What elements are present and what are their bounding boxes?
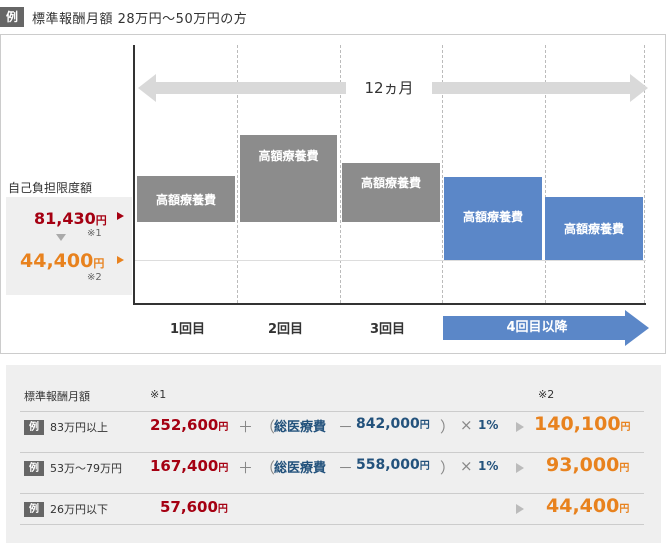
note2-column-header: ※2 (538, 388, 555, 401)
paren-close: ） (440, 418, 456, 436)
limit-guide-line (135, 260, 646, 261)
example-badge: 例 (24, 420, 44, 435)
paren-open: （ (260, 459, 276, 477)
total-cost-label: 総医療費 (274, 420, 327, 435)
bar-month-2: 高額療養費 (240, 135, 337, 222)
limit-4th-amount: 140,100円 (534, 413, 631, 435)
x-label-2: 2回目 (268, 322, 304, 337)
later-months-arrow-icon (443, 310, 649, 346)
section-title: 標準報酬月額 28万円～50万円の方 (32, 11, 248, 27)
paren-open: （ (260, 418, 276, 436)
minus-sign: － (338, 459, 354, 477)
formula-table (6, 365, 661, 543)
limit-4th-amount: 44,400円 (546, 495, 630, 517)
period-label: 12ヵ月 (346, 74, 432, 102)
section-header: 例 標準報酬月額 28万円～50万円の方 (0, 5, 247, 29)
table-row: 例 26万円以下 57,600円 44,400円 (20, 493, 644, 525)
grid-divider (545, 45, 546, 303)
grid-divider (237, 45, 238, 303)
x-label-3: 3回目 (370, 322, 406, 337)
threshold-amount: 842,000円 (356, 416, 430, 432)
x-axis (133, 303, 646, 305)
limit-high-pointer-icon (117, 212, 124, 220)
rate: 1% (478, 418, 499, 432)
bar-month-4: 高額療養費 (444, 177, 542, 260)
grid-divider (340, 45, 341, 303)
bar-month-5: 高額療養費 (545, 197, 643, 260)
bar-month-1: 高額療養費 (137, 176, 235, 222)
table-row: 例 53万～79万円 167,400円 ＋ （ 総医療費 － 558,000円 … (20, 452, 644, 483)
note1-column-header: ※1 (150, 388, 167, 401)
base-amount: 167,400円 (150, 457, 229, 475)
limit-low-note: ※2 (87, 272, 102, 283)
bar-month-3: 高額療養費 (342, 163, 440, 222)
limit-4th-amount: 93,000円 (546, 454, 630, 476)
rate: 1% (478, 459, 499, 473)
arrow-icon (516, 463, 524, 473)
grid-divider (644, 45, 645, 303)
limit-low-value: 44,400円 (20, 250, 105, 272)
threshold-amount: 558,000円 (356, 457, 430, 473)
example-badge: 例 (24, 461, 44, 476)
total-cost-label: 総医療費 (274, 461, 327, 476)
plus-sign: ＋ (238, 418, 254, 436)
income-column-header: 標準報酬月額 (24, 390, 90, 403)
limit-high-value: 81,430円 (34, 209, 107, 228)
grid-divider (442, 45, 443, 303)
example-badge: 例 (0, 7, 24, 27)
example-badge: 例 (24, 502, 44, 517)
times-sign: × (460, 416, 473, 434)
x-label-4: 4回目以降 (506, 320, 568, 335)
x-label-1: 1回目 (170, 322, 206, 337)
income-bracket: 53万～79万円 (50, 462, 122, 475)
plus-sign: ＋ (238, 459, 254, 477)
base-amount: 252,600円 (150, 416, 229, 434)
income-bracket: 26万円以下 (50, 503, 108, 516)
base-amount: 57,600円 (160, 498, 228, 516)
limit-high-note: ※1 (87, 228, 102, 239)
arrow-icon (516, 422, 524, 432)
limit-axis-title: 自己負担限度額 (8, 181, 93, 195)
x-label-4-arrow: 4回目以降 (443, 310, 649, 346)
minus-sign: － (338, 418, 354, 436)
times-sign: × (460, 457, 473, 475)
y-axis (133, 45, 135, 305)
decrease-arrow-icon (56, 234, 66, 241)
paren-close: ） (440, 459, 456, 477)
table-row: 例 83万円以上 252,600円 ＋ （ 総医療費 － 842,000円 ） … (20, 411, 644, 442)
limit-low-pointer-icon (117, 256, 124, 264)
limit-panel (6, 197, 132, 295)
arrow-icon (516, 504, 524, 514)
income-bracket: 83万円以上 (50, 421, 108, 434)
